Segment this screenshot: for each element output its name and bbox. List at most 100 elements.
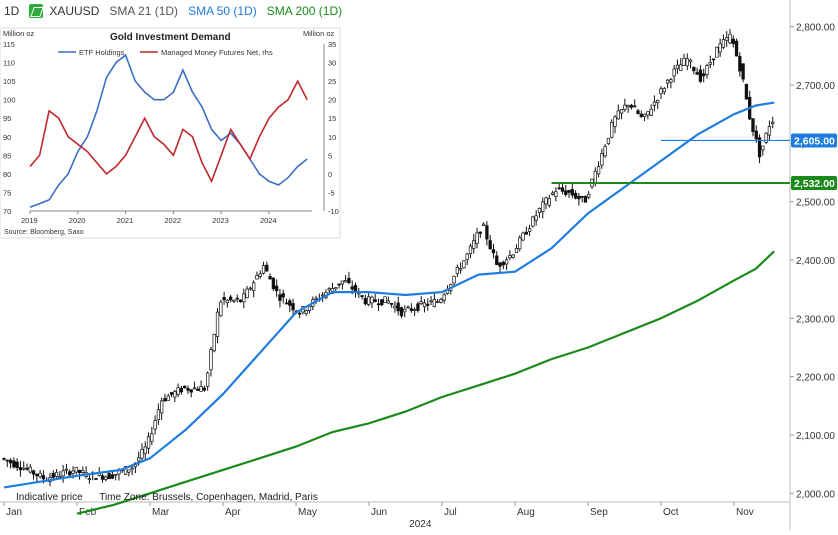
candle-body xyxy=(524,231,528,235)
candle-body xyxy=(176,387,180,395)
candle-body xyxy=(363,298,367,305)
candle-body xyxy=(442,294,446,301)
sma50-label[interactable]: SMA 50 (1D) xyxy=(188,4,257,18)
candle-body xyxy=(560,187,565,192)
candle-body xyxy=(110,474,115,479)
candle-body xyxy=(652,101,657,106)
sma21-label[interactable]: SMA 21 (1D) xyxy=(109,4,179,18)
candle-body xyxy=(593,170,597,184)
candle-body xyxy=(389,303,394,305)
candle-body xyxy=(547,198,551,206)
y-tick-label: 2,000.00 xyxy=(796,489,835,500)
candle-body xyxy=(596,166,601,175)
inset-ylabel-left: Million oz xyxy=(3,29,35,38)
inset-y-left-tick: 110 xyxy=(3,59,15,68)
candle-body xyxy=(488,240,492,250)
candle-body xyxy=(672,68,676,77)
inset-y-left-tick: 80 xyxy=(3,170,11,179)
candle-body xyxy=(422,302,427,308)
candle-body xyxy=(629,104,634,108)
candle-body xyxy=(130,467,134,470)
sma200-line xyxy=(76,250,775,515)
timezone-label: Time Zone: Brussels, Copenhagen, Madrid,… xyxy=(99,492,318,503)
candle-body xyxy=(642,113,647,118)
candle-body xyxy=(28,466,32,473)
candle-body xyxy=(100,475,105,480)
candle-body xyxy=(573,192,578,199)
candle-body xyxy=(649,108,653,116)
candle-body xyxy=(570,188,574,196)
candle-body xyxy=(196,388,200,391)
inset-x-tick-label: 2021 xyxy=(117,216,134,225)
candle-body xyxy=(557,187,561,190)
candle-body xyxy=(675,64,680,70)
candle-body xyxy=(373,299,377,303)
inset-y-left-tick: 75 xyxy=(3,188,11,197)
candle-body xyxy=(248,287,253,290)
price-tag-blue xyxy=(791,133,837,148)
candle-body xyxy=(665,79,670,84)
candle-body xyxy=(616,110,620,120)
candle-body xyxy=(380,299,384,306)
candle-body xyxy=(343,280,348,283)
candle-body xyxy=(288,300,292,306)
candle-body xyxy=(481,223,486,226)
candle-body xyxy=(64,468,69,471)
candle-body xyxy=(77,469,82,474)
candle-body xyxy=(761,145,765,151)
candle-body xyxy=(656,99,660,103)
candle-body xyxy=(504,259,509,265)
candle-body xyxy=(603,146,607,157)
timeframe-label[interactable]: 1D xyxy=(4,4,20,18)
candle-body xyxy=(619,109,624,114)
candle-body xyxy=(429,300,433,303)
sma50-line xyxy=(3,101,775,489)
inset-y-right-tick: 10 xyxy=(328,133,336,142)
candle-body xyxy=(688,59,693,63)
candle-body xyxy=(728,33,732,44)
candle-body xyxy=(751,118,755,132)
candle-body xyxy=(498,262,502,267)
candle-body xyxy=(741,63,745,80)
candle-body xyxy=(71,470,75,474)
candle-body xyxy=(465,253,469,260)
inset-y-right-tick: 5 xyxy=(328,151,332,160)
candle-body xyxy=(738,56,742,72)
candle-body xyxy=(721,39,726,48)
candle-body xyxy=(281,293,285,298)
symbol-label[interactable]: XAUUSD xyxy=(49,4,100,18)
candle-body xyxy=(462,260,466,269)
candle-body xyxy=(146,436,151,449)
inset-ylabel-right: Million oz xyxy=(303,29,335,38)
candle-body xyxy=(386,300,390,304)
candle-body xyxy=(189,389,193,393)
candle-body xyxy=(245,288,249,299)
inset-mm-line xyxy=(29,79,308,184)
candle-body xyxy=(163,398,167,402)
candle-body xyxy=(587,193,591,198)
candle-body xyxy=(222,297,226,301)
inset-source: Source: Bloomberg, Saxo xyxy=(4,229,84,236)
candle-body xyxy=(527,228,532,232)
inset-y-left-tick: 70 xyxy=(3,207,11,216)
candle-body xyxy=(304,310,308,314)
candle-body xyxy=(554,191,558,197)
candle-body xyxy=(35,473,39,477)
candle-body xyxy=(508,255,512,259)
candle-body xyxy=(261,265,266,274)
candle-body xyxy=(61,470,65,477)
y-tick-label: 2,100.00 xyxy=(796,431,835,442)
candle-body xyxy=(725,37,729,41)
candle-body xyxy=(702,73,706,77)
candle-body xyxy=(455,267,459,274)
candle-body xyxy=(478,231,482,234)
chart-header: 1D XAUUSD SMA 21 (1D) SMA 50 (1D) SMA 20… xyxy=(4,4,342,18)
inset-y-right-tick: -5 xyxy=(328,188,335,197)
x-tick-label: Apr xyxy=(225,507,241,518)
indicative-price-label: Indicative price xyxy=(16,492,83,503)
sma200-label[interactable]: SMA 200 (1D) xyxy=(266,4,343,18)
candle-body xyxy=(271,277,276,290)
inset-x-tick-label: 2023 xyxy=(212,216,229,225)
candle-body xyxy=(58,475,62,478)
candle-body xyxy=(383,296,387,303)
